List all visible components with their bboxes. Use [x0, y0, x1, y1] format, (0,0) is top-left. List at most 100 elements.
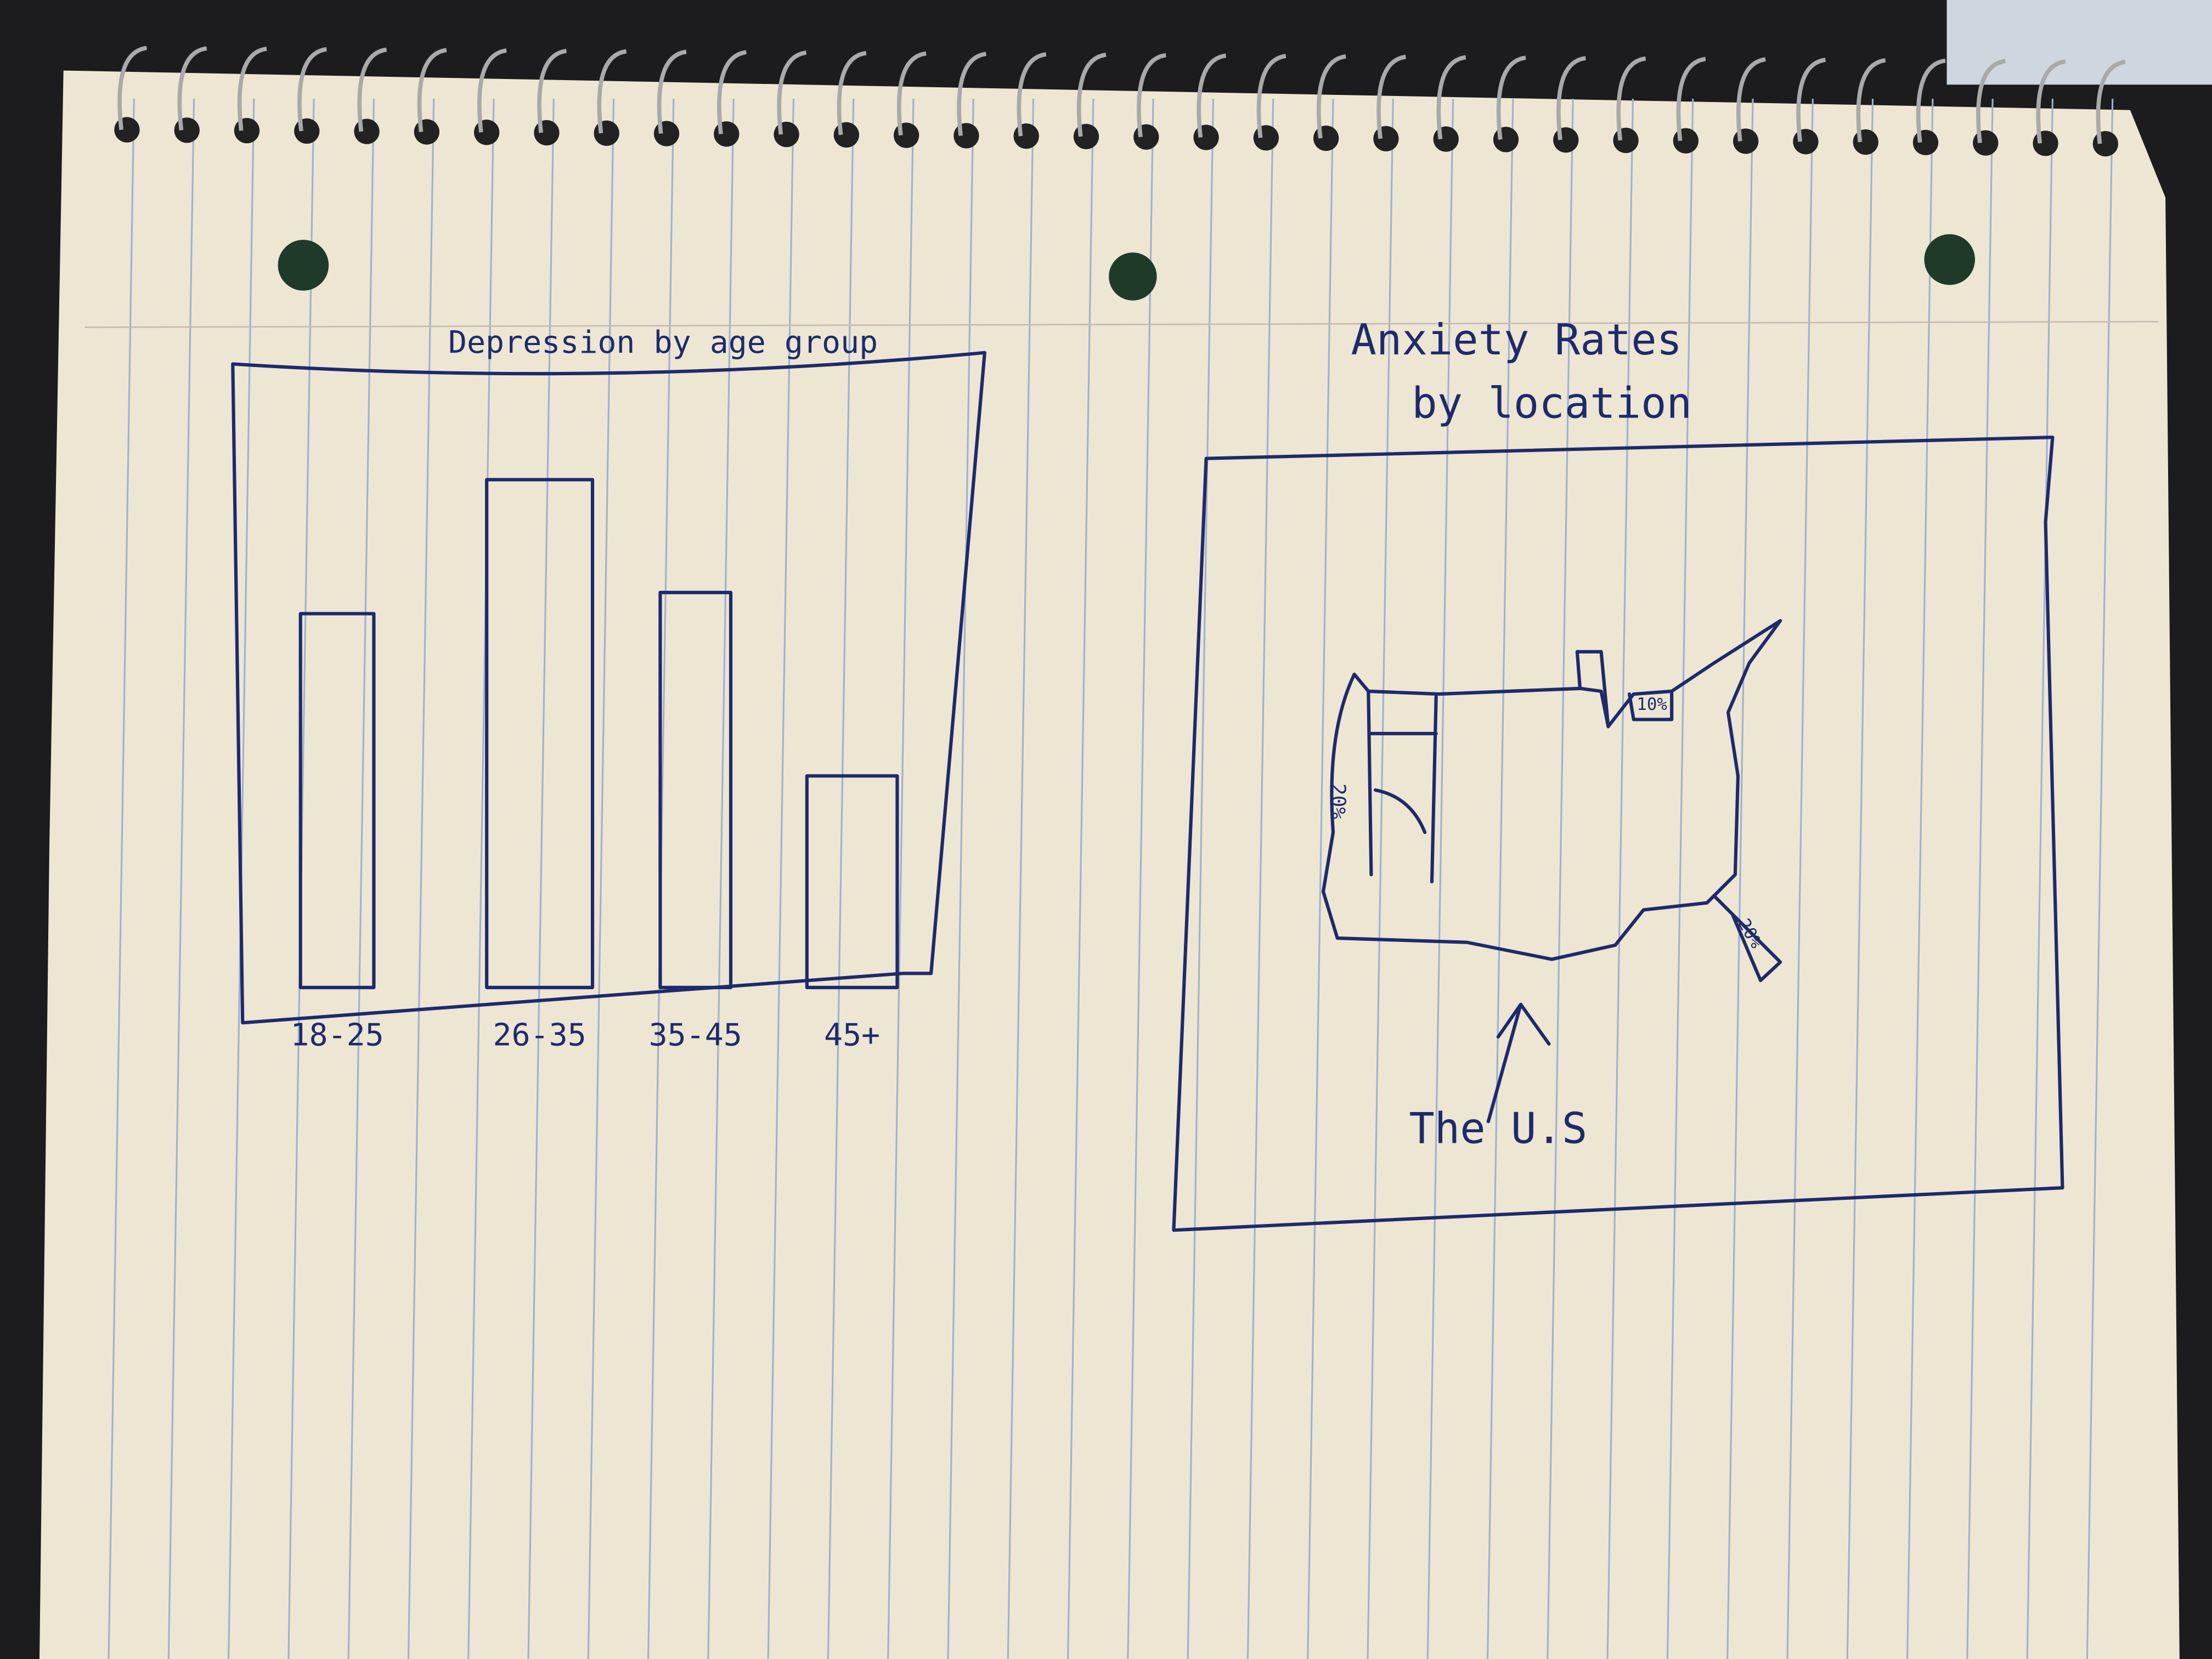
ruled-line	[947, 98, 974, 1659]
spiral-hole	[1133, 124, 1159, 150]
ruled-line	[167, 98, 195, 1659]
ruled-line	[1426, 98, 1454, 1659]
ruled-line	[467, 98, 495, 1659]
x-tick-label: 18-25	[290, 1017, 383, 1053]
spiral-coil	[1856, 58, 1886, 143]
spiral-hole	[474, 120, 500, 145]
spiral	[114, 46, 2126, 157]
ruled-line	[767, 98, 794, 1659]
ruled-line	[1187, 98, 1214, 1659]
spiral-coil	[1076, 52, 1107, 137]
spiral-hole	[2033, 131, 2058, 156]
ruled-line	[1966, 98, 1994, 1659]
spiral-coil	[537, 49, 567, 133]
bar	[805, 774, 899, 990]
map-frame	[1172, 436, 2064, 1232]
margin-line	[84, 321, 2159, 328]
x-tick-label: 45+	[824, 1017, 880, 1053]
ruled-line	[1007, 98, 1035, 1659]
spiral-hole	[2092, 131, 2118, 157]
ruled-line	[1067, 98, 1094, 1659]
spiral-coil	[657, 49, 687, 134]
spiral-coil	[1916, 58, 1946, 143]
spiral-coil	[717, 50, 747, 134]
spiral-hole	[1493, 127, 1519, 153]
spiral-coil	[1616, 56, 1646, 141]
spiral-hole	[714, 121, 740, 147]
ruled-line	[108, 98, 135, 1659]
ruled-line	[1487, 98, 1514, 1659]
spiral-hole	[1373, 126, 1399, 151]
x-tick-label: 26-35	[493, 1017, 586, 1053]
ruled-line	[827, 98, 855, 1659]
ruled-line	[1846, 98, 1874, 1659]
spiral-coil	[1976, 59, 2006, 143]
map-caption: The U.S	[1409, 1104, 1587, 1153]
us-outline	[1321, 619, 1782, 961]
spiral-coil	[1736, 57, 1766, 142]
ruled-line	[1307, 98, 1334, 1659]
spiral-hole	[1553, 127, 1579, 153]
region-label: 20%	[1327, 783, 1350, 819]
ruled-line	[2026, 98, 2053, 1659]
map-subtitle: by location	[1412, 379, 1692, 428]
ruled-line	[347, 98, 375, 1659]
spiral-hole	[1433, 126, 1459, 152]
punch-hole	[1109, 252, 1157, 301]
spiral-coil	[1256, 54, 1286, 138]
ruled-line	[1367, 98, 1394, 1659]
spiral-hole	[114, 117, 140, 143]
spiral-coil	[1796, 58, 1826, 142]
ruled-line	[407, 98, 435, 1659]
map-title: Anxiety Rates	[1351, 315, 1682, 365]
spiral-coil	[1496, 55, 1526, 140]
spiral-hole	[1193, 125, 1219, 150]
paper	[40, 70, 2180, 1659]
ruled-line	[707, 98, 735, 1659]
spiral-hole	[774, 121, 799, 148]
spiral-coil	[1556, 56, 1586, 140]
spiral-coil	[2036, 59, 2066, 144]
ruled-line	[1127, 98, 1154, 1659]
spiral-coil	[357, 47, 387, 132]
spiral-hole	[833, 122, 859, 148]
spiral-hole	[653, 121, 680, 146]
ruled-lines	[108, 98, 2114, 1659]
region-borders	[1367, 650, 1782, 983]
spiral-hole	[1973, 130, 1999, 156]
ruled-line	[1606, 98, 1634, 1659]
ruled-line	[1547, 98, 1574, 1659]
spiral-coil	[896, 51, 927, 136]
spiral-coil	[597, 49, 627, 134]
spiral-coil	[1316, 54, 1346, 139]
spiral-hole	[894, 122, 919, 148]
spiral-hole	[1073, 123, 1099, 150]
spiral-coil	[1376, 54, 1407, 139]
spiral-hole	[174, 117, 200, 143]
spiral-coil	[2096, 60, 2126, 144]
spiral-hole	[1673, 128, 1699, 154]
bar	[658, 590, 733, 990]
spiral-coil	[237, 47, 267, 131]
spiral-hole	[1853, 129, 1878, 155]
ruled-line	[527, 98, 555, 1659]
spiral-hole	[1313, 125, 1339, 151]
spiral-coil	[1436, 55, 1466, 139]
spiral-coil	[297, 47, 327, 132]
arrow	[1486, 1002, 1551, 1124]
region-label: 10%	[1637, 695, 1667, 714]
spiral-hole	[1613, 127, 1639, 153]
spiral-coil	[177, 46, 207, 131]
bar	[298, 612, 376, 990]
spiral-hole	[354, 119, 380, 144]
punch-hole	[278, 240, 329, 291]
chart-title: Depression by age group	[448, 324, 878, 360]
spiral-hole	[294, 118, 320, 144]
spiral-coil	[1137, 53, 1166, 138]
ruled-line	[1726, 98, 1754, 1659]
spiral-coil	[1017, 52, 1047, 137]
spiral-coil	[117, 46, 148, 130]
spiral-hole	[1253, 125, 1279, 151]
